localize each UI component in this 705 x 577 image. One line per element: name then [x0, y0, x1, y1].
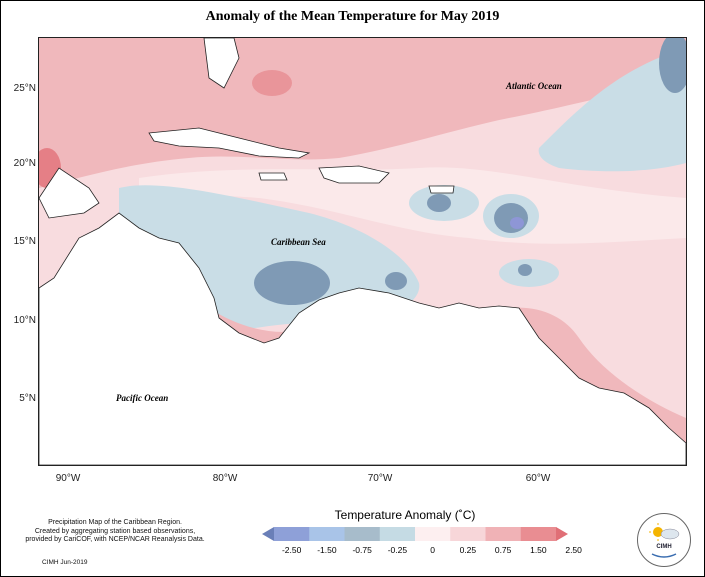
legend-tick-label: 0 [430, 545, 435, 555]
credit-line-1: Precipitation Map of the Caribbean Regio… [48, 519, 182, 526]
legend-segment [379, 527, 416, 541]
map-credit: Precipitation Map of the Caribbean Regio… [10, 519, 220, 545]
y-axis-label-15n: 15°N [13, 236, 36, 247]
anomaly-map [38, 37, 687, 466]
cool-spot-puerto-rico [427, 194, 451, 212]
land-masses [39, 38, 686, 465]
cool-spot-atlantic [659, 38, 686, 93]
caribbean-sea-label: Caribbean Sea [271, 237, 326, 247]
cool-spot-guadeloupe [510, 217, 524, 229]
legend-tick-label: -0.75 [352, 545, 372, 555]
credit-line-3: provided by CariCOF, with NCEP/NCAR Rean… [25, 536, 205, 543]
cool-spot-windward [518, 264, 532, 276]
legend-segment [520, 527, 557, 541]
legend-segment [274, 527, 310, 541]
y-axis-label-20n: 20°N [13, 158, 36, 169]
y-axis-label-10n: 10°N [13, 315, 36, 326]
credit-date: CIMH Jun-2019 [42, 559, 88, 566]
pacific-ocean-label: Pacific Ocean [116, 393, 169, 403]
legend-arrow-left [262, 527, 274, 541]
legend-tick-label: -1.50 [317, 545, 337, 555]
legend-segment [485, 527, 522, 541]
x-axis-label-70w: 70°W [367, 473, 393, 484]
legend-segment [344, 527, 381, 541]
south-america-land [39, 212, 686, 465]
legend-tick-label: 0.75 [494, 545, 512, 555]
legend-segments [262, 527, 568, 541]
cool-spot-caribbean-east [385, 272, 407, 290]
jamaica-land [258, 172, 288, 181]
cimh-logo: CIMH [637, 513, 691, 567]
credit-line-2: Created by aggregating station based obs… [34, 527, 196, 535]
legend-segment [415, 527, 451, 541]
y-axis-label-25n: 25°N [13, 83, 36, 94]
anomaly-map-graphic [39, 38, 686, 465]
legend-tick-label: 0.25 [459, 545, 477, 555]
legend-title: Temperature Anomaly (˚C) [334, 508, 476, 522]
hispaniola-land [318, 165, 390, 184]
warm-anomaly-north [39, 38, 686, 188]
legend-tick-label: -0.25 [387, 545, 408, 555]
cuba-land [148, 127, 311, 159]
puerto-rico-land [428, 185, 455, 194]
legend-tick-label: -2.50 [281, 545, 302, 555]
atlantic-ocean-label: Atlantic Ocean [506, 81, 562, 91]
legend-colorbar [262, 527, 568, 541]
map-title: Anomaly of the Mean Temperature for May … [205, 9, 500, 24]
legend-tick-label: 1.50 [530, 545, 547, 555]
central-america-land [39, 167, 100, 219]
legend-segment [309, 527, 345, 541]
cool-spot-caribbean-center [254, 261, 330, 305]
x-axis-label-80w: 80°W [212, 473, 238, 484]
sun-cloud-icon [649, 523, 680, 558]
legend-arrow-right [556, 527, 568, 541]
cool-anomaly-atlantic [538, 48, 686, 172]
x-axis-label-60w: 60°W [525, 473, 551, 484]
florida-land [203, 38, 240, 89]
y-axis-label-5n: 5°N [19, 393, 36, 404]
legend-segment [450, 527, 486, 541]
warm-spot-bahamas [252, 70, 292, 96]
legend-tick-label: 2.50 [565, 545, 582, 555]
x-axis-label-90w: 90°W [55, 473, 81, 484]
cool-spot-leeward [494, 203, 528, 233]
logo-text: CIMH [656, 544, 672, 550]
